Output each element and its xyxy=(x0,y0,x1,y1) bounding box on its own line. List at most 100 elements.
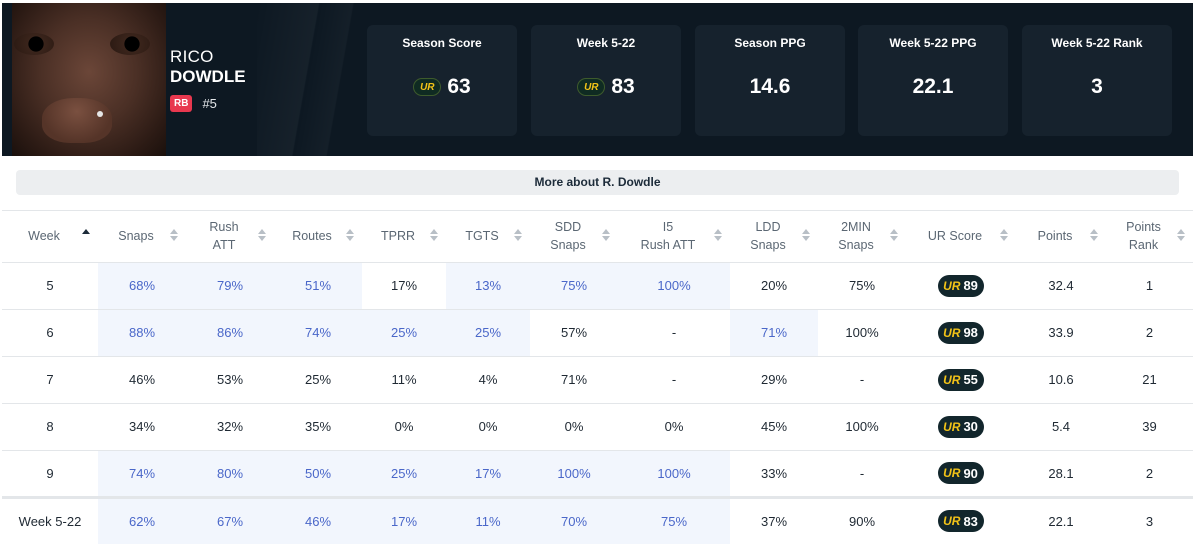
cell-2min-snaps: 90% xyxy=(818,495,906,544)
cell-rush-att: 79% xyxy=(186,261,274,309)
ur-score-value: 90 xyxy=(963,465,978,481)
cell-routes: 35% xyxy=(274,402,362,450)
sort-icon xyxy=(1089,229,1098,243)
column-header-2min-snaps[interactable]: 2MIN Snaps xyxy=(818,211,906,262)
sort-icon xyxy=(513,229,522,243)
cell-snaps: 34% xyxy=(98,402,186,450)
stat-card-season-ppg: Season PPG 14.6 xyxy=(695,25,845,136)
column-header-points-rank[interactable]: Points Rank xyxy=(1106,211,1193,262)
cell-ur-score: UR 30 xyxy=(906,402,1016,450)
table-total-row: Week 5-22 62% 67% 46% 17% 11% 70% 75% 37% 90% UR 83… xyxy=(2,495,1193,544)
cell-sdd-snaps: 0% xyxy=(530,402,618,450)
column-header-sdd-snaps[interactable]: SDD Snaps xyxy=(530,211,618,262)
ur-score-value: 89 xyxy=(963,278,978,293)
ur-score-badge: UR 98 xyxy=(938,321,984,344)
cell-points-rank: 1 xyxy=(1106,261,1193,309)
cell-ldd-snaps: 29% xyxy=(730,355,818,403)
sort-icon xyxy=(429,229,438,243)
cell-tgts: 25% xyxy=(446,308,530,356)
sort-icon xyxy=(345,229,354,243)
cell-tgts: 17% xyxy=(446,449,530,497)
cell-rush-att: 80% xyxy=(186,449,274,497)
cell-sdd-snaps: 70% xyxy=(530,495,618,544)
cell-2min-snaps: - xyxy=(818,355,906,403)
photo-eye-left xyxy=(14,33,54,55)
cell-routes: 46% xyxy=(274,495,362,544)
column-header-points[interactable]: Points xyxy=(1016,211,1106,262)
ur-score-value: 55 xyxy=(963,372,978,387)
stat-card-season-score: Season Score UR 63 xyxy=(367,25,517,136)
cell-tprr: 11% xyxy=(362,355,446,403)
cell-ldd-snaps: 45% xyxy=(730,402,818,450)
column-header-routes[interactable]: Routes xyxy=(274,211,362,262)
cell-routes: 74% xyxy=(274,308,362,356)
column-header-rush-att[interactable]: Rush ATT xyxy=(186,211,274,262)
weekly-stats-table: Week Snaps Rush ATT Routes TPRR TGTS SDD S… xyxy=(2,211,1193,544)
stat-value: 14.6 xyxy=(749,75,791,98)
cell-routes: 51% xyxy=(274,261,362,309)
cell-ur-score: UR 55 xyxy=(906,355,1016,403)
cell-snaps: 62% xyxy=(98,495,186,544)
cell-ur-score: UR 90 xyxy=(906,449,1016,497)
player-first-name: RICO xyxy=(170,47,214,66)
cell-points-rank: 3 xyxy=(1106,495,1193,544)
cell-tprr: 17% xyxy=(362,261,446,309)
photo-eye-right xyxy=(110,33,150,55)
more-about-button[interactable]: More about R. Dowdle xyxy=(16,170,1179,195)
column-header-ldd-snaps[interactable]: LDD Snaps xyxy=(730,211,818,262)
column-header-tprr[interactable]: TPRR xyxy=(362,211,446,262)
cell-tgts: 4% xyxy=(446,355,530,403)
cell-week: 8 xyxy=(2,402,98,450)
column-header-ur-score[interactable]: UR Score xyxy=(906,211,1016,262)
header-decoration xyxy=(257,3,367,156)
stat-label: Week 5-22 PPG xyxy=(889,36,977,50)
sort-icon xyxy=(257,229,266,243)
stat-label: Season PPG xyxy=(734,36,806,50)
ur-score-value: 98 xyxy=(963,325,978,340)
ur-logo-icon: UR xyxy=(943,325,961,340)
player-header: RICO DOWDLE RB #5 Season Score UR 63 Wee… xyxy=(2,3,1193,156)
photo-nose xyxy=(42,98,112,143)
cell-snaps: 74% xyxy=(98,449,186,497)
cell-ldd-snaps: 71% xyxy=(730,308,818,356)
cell-ur-score: UR 98 xyxy=(906,308,1016,356)
sort-icon xyxy=(601,229,610,243)
cell-tprr: 17% xyxy=(362,495,446,544)
cell-2min-snaps: - xyxy=(818,449,906,497)
cell-2min-snaps: 100% xyxy=(818,402,906,450)
column-header-i5-rush-att[interactable]: I5 Rush ATT xyxy=(618,211,730,262)
cell-tprr: 0% xyxy=(362,402,446,450)
sort-icon xyxy=(999,229,1008,243)
cell-snaps: 88% xyxy=(98,308,186,356)
sort-icon xyxy=(169,229,178,243)
cell-week: Week 5-22 xyxy=(2,495,98,544)
cell-tgts: 0% xyxy=(446,402,530,450)
ur-logo-icon: UR xyxy=(413,78,442,96)
cell-ur-score: UR 89 xyxy=(906,261,1016,309)
ur-logo-icon: UR xyxy=(943,514,961,529)
ur-logo-icon: UR xyxy=(577,78,606,96)
stat-card-week-score: Week 5-22 UR 83 xyxy=(531,25,681,136)
column-header-week[interactable]: Week xyxy=(2,211,98,262)
column-header-snaps[interactable]: Snaps xyxy=(98,211,186,262)
cell-points-rank: 2 xyxy=(1106,308,1193,356)
cell-points-rank: 39 xyxy=(1106,402,1193,450)
sort-icon xyxy=(713,229,722,243)
ur-logo-icon: UR xyxy=(943,372,961,387)
jersey-number: #5 xyxy=(202,96,217,111)
cell-i5-rush-att: 75% xyxy=(618,495,730,544)
cell-points: 33.9 xyxy=(1016,308,1106,356)
cell-points: 5.4 xyxy=(1016,402,1106,450)
stat-label: Week 5-22 xyxy=(576,36,636,50)
cell-sdd-snaps: 100% xyxy=(530,449,618,497)
ur-score-badge: UR 30 xyxy=(938,415,984,438)
cell-i5-rush-att: - xyxy=(618,355,730,403)
cell-sdd-snaps: 57% xyxy=(530,308,618,356)
table-row: 5 68% 79% 51% 17% 13% 75% 100% 20% 75% UR 89 32.4 1 xyxy=(2,261,1193,309)
sort-icon xyxy=(81,229,90,243)
cell-tprr: 25% xyxy=(362,449,446,497)
table-row: 8 34% 32% 35% 0% 0% 0% 0% 45% 100% UR 30 5.4 39 xyxy=(2,402,1193,450)
table-row: 6 88% 86% 74% 25% 25% 57% -71% 100% UR 98 33.9 2 xyxy=(2,308,1193,356)
player-last-name: DOWDLE xyxy=(170,67,246,86)
column-header-tgts[interactable]: TGTS xyxy=(446,211,530,262)
